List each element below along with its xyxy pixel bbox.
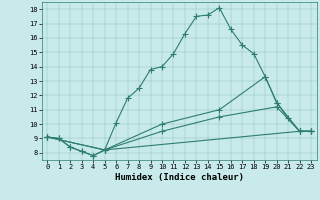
X-axis label: Humidex (Indice chaleur): Humidex (Indice chaleur) [115,173,244,182]
